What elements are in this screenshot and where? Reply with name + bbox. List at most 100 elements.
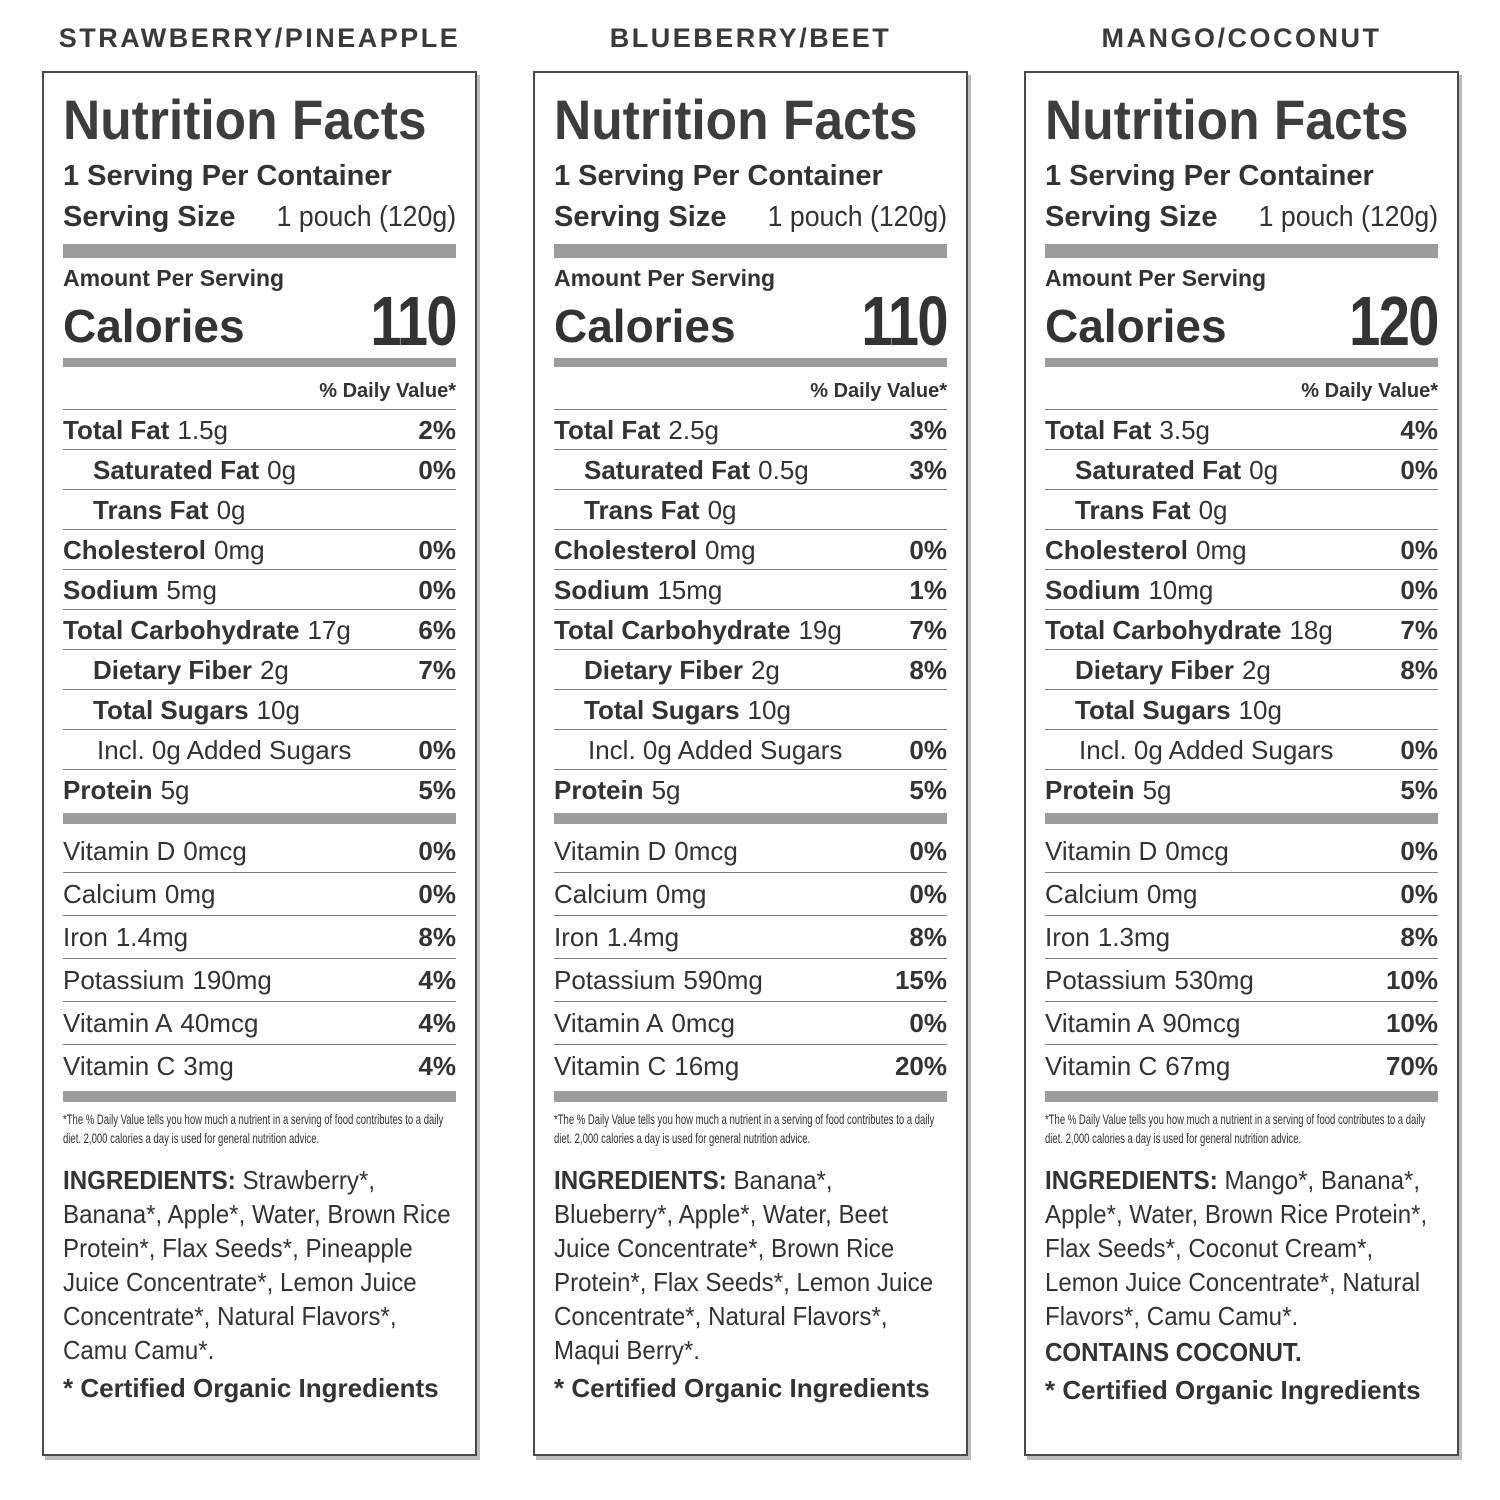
nutrient-name: Sodium [1045, 574, 1141, 605]
nutrient-amount: 3.5g [1159, 414, 1211, 445]
nutrient-row: Vitamin D 0mcg 0% [1045, 830, 1438, 872]
nutrient-row-left: Sodium 5mg [63, 575, 217, 605]
nutrient-name: Iron [554, 922, 599, 952]
serving-size-row: Serving Size 1 pouch (120g) [1045, 200, 1438, 234]
nutrient-row-left: Sodium 15mg [554, 575, 722, 605]
nutrient-row-left: Total Sugars 10g [93, 695, 300, 725]
calories-label: Calories [554, 300, 736, 352]
nutrient-row: Saturated Fat 0g 0% [63, 449, 456, 489]
daily-value-footnote: *The % Daily Value tells you how much a … [554, 1111, 935, 1146]
nutrient-daily-value: 20% [894, 1051, 947, 1081]
nutrient-amount: 16mg [674, 1051, 740, 1081]
nutrient-row: Incl. 0g Added Sugars 0% [1045, 729, 1438, 769]
serving-size-label: Serving Size [1045, 201, 1218, 233]
ingredients-list: Mango*, Banana*, Apple*, Water, Brown Ri… [1045, 1165, 1428, 1331]
nutrient-name: Cholesterol [554, 534, 698, 565]
nutrient-amount: 67mg [1165, 1051, 1231, 1081]
nutrient-name: Total Sugars [1075, 694, 1231, 725]
nutrient-row: Potassium 530mg 10% [1045, 958, 1438, 1001]
serving-size-label: Serving Size [63, 201, 236, 233]
thick-divider-bar [63, 813, 456, 824]
calories-row: Calories 120 [1045, 282, 1440, 360]
nutrient-amount: 2g [1241, 654, 1271, 685]
nutrient-daily-value: 8% [909, 922, 947, 952]
nutrient-daily-value: 2% [418, 414, 456, 445]
nutrient-row: Protein 5g 5% [554, 769, 947, 809]
nutrient-rows: Total Fat 1.5g 2% Saturated Fat 0g 0% Tran… [63, 409, 456, 809]
nutrient-row: Total Sugars 10g [1045, 689, 1438, 729]
nutrient-row-left: Calcium 0mg [1045, 879, 1198, 909]
serving-size-value: 1 pouch (120g) [767, 201, 947, 233]
nutrient-daily-value: 4% [418, 1008, 456, 1038]
calories-value: 120 [1349, 282, 1439, 360]
nutrient-name: Total Fat [1045, 414, 1152, 445]
nutrient-name: Iron [1045, 922, 1090, 952]
certified-organic-note: * Certified Organic Ingredients [554, 1373, 930, 1403]
nutrient-name: Incl. 0g Added Sugars [1079, 734, 1334, 765]
nutrient-daily-value: 0% [909, 734, 947, 765]
serving-size-row: Serving Size 1 pouch (120g) [554, 200, 947, 234]
nutrient-amount: 5g [160, 774, 190, 805]
vitamin-rows: Vitamin D 0mcg 0% Calcium 0mg 0% Iron 1.3mg… [1045, 830, 1438, 1087]
nutrient-row-left: Vitamin D 0mcg [1045, 836, 1229, 866]
nutrient-row-left: Vitamin D 0mcg [63, 836, 247, 866]
nutrient-daily-value: 8% [909, 654, 947, 685]
nutrient-row-left: Vitamin D 0mcg [554, 836, 738, 866]
nutrient-daily-value: 4% [418, 965, 456, 995]
nutrient-row-left: Protein 5g [554, 775, 681, 805]
nutrition-facts-box: Nutrition Facts 1 Serving Per Container … [42, 71, 477, 1456]
nutrient-row-left: Incl. 0g Added Sugars [97, 735, 359, 765]
nutrient-name: Protein [1045, 774, 1135, 805]
nutrient-row: Incl. 0g Added Sugars 0% [63, 729, 456, 769]
nutrient-row-left: Potassium 590mg [554, 965, 763, 995]
daily-value-footnote: *The % Daily Value tells you how much a … [63, 1111, 444, 1146]
nutrient-row-left: Calcium 0mg [63, 879, 216, 909]
nutrient-amount: 2.5g [668, 414, 720, 445]
nutrient-row-left: Dietary Fiber 2g [584, 655, 780, 685]
nutrient-row-left: Total Fat 3.5g [1045, 415, 1210, 445]
servings-per-container: 1 Serving Per Container [63, 160, 392, 192]
nutrition-labels-grid: STRAWBERRY/PINEAPPLE Nutrition Facts 1 S… [42, 23, 1459, 1456]
nutrient-row: Vitamin C 67mg 70% [1045, 1044, 1438, 1087]
nutrient-row-left: Protein 5g [1045, 775, 1172, 805]
calories-value: 110 [370, 282, 457, 360]
nutrient-amount: 0mg [655, 879, 707, 909]
nutrient-amount: 0mg [164, 879, 216, 909]
nutrient-row-left: Vitamin C 67mg [1045, 1051, 1230, 1081]
nutrient-amount: 530mg [1174, 965, 1254, 995]
nutrient-name: Incl. 0g Added Sugars [588, 734, 843, 765]
nutrient-row-left: Total Fat 2.5g [554, 415, 719, 445]
certified-organic-note: * Certified Organic Ingredients [63, 1373, 439, 1403]
nutrient-row: Calcium 0mg 0% [554, 872, 947, 915]
nutrient-name: Saturated Fat [93, 454, 260, 485]
nutrient-daily-value: 8% [1400, 654, 1438, 685]
certified-organic-note: * Certified Organic Ingredients [1045, 1375, 1421, 1405]
nutrient-daily-value: 7% [1400, 614, 1438, 645]
nutrient-daily-value: 0% [418, 534, 456, 565]
nutrient-name: Potassium [63, 965, 185, 995]
thick-divider-bar [1045, 244, 1438, 258]
nutrient-row-left: Sodium 10mg [1045, 575, 1213, 605]
nutrient-row-left: Saturated Fat 0.5g [584, 455, 809, 485]
nutrient-name: Vitamin A [554, 1008, 664, 1038]
thick-divider-bar [554, 1091, 947, 1102]
ingredients-paragraph: INGREDIENTS: Banana*, Blueberry*, Apple*… [554, 1163, 947, 1367]
medium-divider-bar [1045, 358, 1438, 367]
medium-divider-bar [63, 358, 456, 367]
nutrient-daily-value: 0% [418, 574, 456, 605]
nutrient-name: Vitamin A [63, 1008, 173, 1038]
nutrient-row: Total Carbohydrate 18g 7% [1045, 609, 1438, 649]
nutrient-daily-value: 8% [1400, 922, 1438, 952]
nutrient-name: Iron [63, 922, 108, 952]
flavor-title: MANGO/COCONUT [1101, 23, 1382, 53]
ingredients-label: INGREDIENTS: [554, 1165, 727, 1195]
nutrient-name: Total Carbohydrate [554, 614, 791, 645]
nutrient-daily-value: 3% [909, 414, 947, 445]
nutrient-name: Vitamin C [554, 1051, 667, 1081]
nutrient-name: Vitamin D [554, 836, 667, 866]
nutrient-row-left: Vitamin C 16mg [554, 1051, 739, 1081]
nutrient-amount: 1.4mg [115, 922, 189, 952]
nutrient-row-left: Potassium 190mg [63, 965, 272, 995]
serving-size-row: Serving Size 1 pouch (120g) [63, 200, 456, 234]
nutrient-daily-value: 0% [909, 1008, 947, 1038]
